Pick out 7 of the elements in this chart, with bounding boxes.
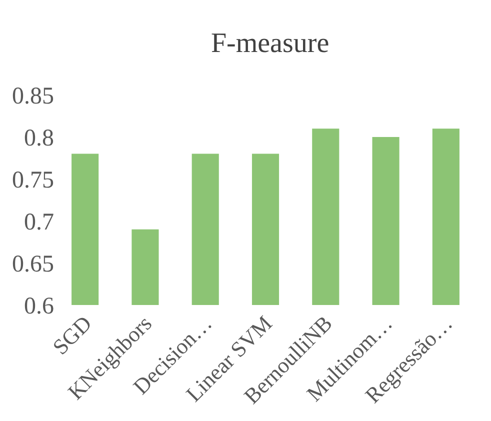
y-tick-label: 0.65 [12, 251, 54, 278]
y-tick-label: 0.7 [24, 209, 54, 236]
y-tick-label: 0.75 [12, 167, 54, 194]
y-tick-label: 0.6 [24, 293, 54, 320]
chart-title: F-measure [210, 28, 330, 59]
y-tick-label: 0.85 [12, 83, 54, 110]
y-tick-label: 0.8 [24, 125, 54, 152]
